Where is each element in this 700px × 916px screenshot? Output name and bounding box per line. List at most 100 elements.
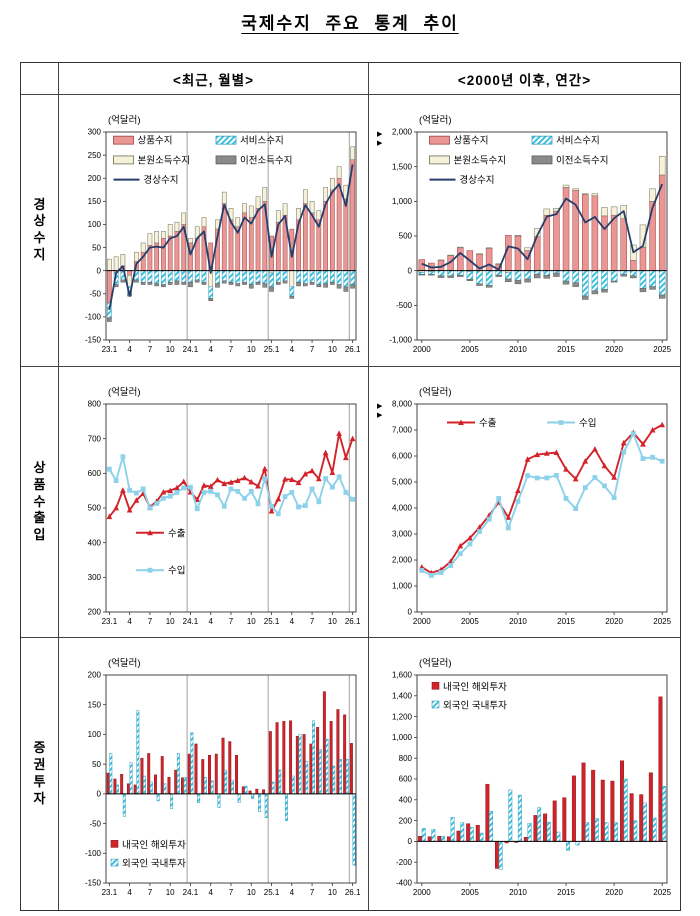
svg-text:7: 7 bbox=[147, 345, 152, 354]
svg-text:-100: -100 bbox=[84, 849, 101, 858]
chart-securities-investment-monthly: -150 -100 -50 0 50 100 150 200 23.1 4 7 10 24.1 4 7 10 2… bbox=[59, 638, 369, 910]
svg-text:2,000: 2,000 bbox=[391, 555, 412, 564]
svg-text:경상수지: 경상수지 bbox=[459, 174, 494, 186]
svg-text:2025: 2025 bbox=[653, 617, 671, 626]
svg-text:▶: ▶ bbox=[377, 403, 383, 410]
svg-text:-150: -150 bbox=[84, 336, 101, 345]
row-label: 증권투자 bbox=[33, 740, 46, 807]
svg-text:2000: 2000 bbox=[412, 345, 430, 354]
chart-goods-trade-annual: 0 1,000 2,000 3,000 4,000 5,000 6,000 7,000 8,00… bbox=[369, 367, 680, 639]
svg-text:0: 0 bbox=[407, 837, 412, 846]
svg-text:2010: 2010 bbox=[509, 888, 527, 897]
chart-current-account-monthly: -150 -100 -50 0 50 100 150 200 250 300 23.1 4 7 10 24.… bbox=[59, 95, 369, 367]
svg-text:10: 10 bbox=[246, 617, 255, 626]
svg-text:1,400: 1,400 bbox=[391, 692, 412, 701]
svg-text:25.1: 25.1 bbox=[263, 888, 279, 897]
svg-text:2000: 2000 bbox=[412, 617, 430, 626]
svg-text:200: 200 bbox=[87, 174, 101, 183]
row-header-goods-trade: 상품수출입 bbox=[21, 366, 59, 639]
chart-svg: 200 300 400 500 600 700 800 23.1 4 7 10 24.1 4 7 10 25.… bbox=[87, 386, 360, 626]
svg-text:수입: 수입 bbox=[168, 564, 185, 576]
svg-text:2015: 2015 bbox=[557, 617, 575, 626]
svg-text:7: 7 bbox=[228, 345, 233, 354]
svg-text:26.1: 26.1 bbox=[344, 888, 360, 897]
svg-text:7: 7 bbox=[309, 617, 314, 626]
svg-text:4: 4 bbox=[289, 888, 294, 897]
svg-text:2010: 2010 bbox=[509, 345, 527, 354]
svg-text:10: 10 bbox=[165, 617, 174, 626]
svg-text:0: 0 bbox=[96, 266, 101, 275]
svg-text:7,000: 7,000 bbox=[391, 425, 412, 434]
svg-text:외국인 국내투자: 외국인 국내투자 bbox=[122, 858, 186, 870]
svg-text:2010: 2010 bbox=[509, 617, 527, 626]
svg-text:2000: 2000 bbox=[412, 888, 430, 897]
svg-text:상품수지: 상품수지 bbox=[453, 136, 488, 147]
svg-text:6,000: 6,000 bbox=[391, 451, 412, 460]
svg-text:4: 4 bbox=[289, 617, 294, 626]
svg-text:200: 200 bbox=[398, 817, 412, 826]
svg-text:400: 400 bbox=[87, 538, 101, 547]
svg-text:(억달러): (억달러) bbox=[419, 657, 452, 669]
svg-text:2020: 2020 bbox=[605, 345, 623, 354]
svg-text:2015: 2015 bbox=[557, 888, 575, 897]
svg-text:4: 4 bbox=[127, 617, 132, 626]
svg-text:1,000: 1,000 bbox=[391, 581, 412, 590]
svg-text:1,500: 1,500 bbox=[391, 162, 412, 171]
svg-text:7: 7 bbox=[309, 888, 314, 897]
svg-text:0: 0 bbox=[96, 790, 101, 799]
svg-text:26.1: 26.1 bbox=[344, 345, 360, 354]
svg-text:수출: 수출 bbox=[479, 418, 497, 429]
svg-text:150: 150 bbox=[87, 701, 101, 710]
svg-text:-1,000: -1,000 bbox=[389, 336, 412, 345]
row-header-securities-investment: 증권투자 bbox=[21, 638, 59, 910]
svg-text:3,000: 3,000 bbox=[391, 529, 412, 538]
svg-text:-500: -500 bbox=[395, 301, 412, 310]
svg-text:4: 4 bbox=[208, 888, 213, 897]
svg-text:4: 4 bbox=[208, 617, 213, 626]
svg-text:10: 10 bbox=[327, 888, 336, 897]
svg-text:500: 500 bbox=[87, 503, 101, 512]
svg-text:600: 600 bbox=[398, 775, 412, 784]
svg-text:2005: 2005 bbox=[460, 617, 478, 626]
svg-text:200: 200 bbox=[87, 671, 101, 680]
table-corner-cell bbox=[21, 63, 59, 95]
svg-text:▶: ▶ bbox=[377, 412, 383, 419]
svg-text:본원소득수지: 본원소득수지 bbox=[453, 155, 505, 166]
svg-text:0: 0 bbox=[407, 266, 412, 275]
svg-text:-200: -200 bbox=[395, 858, 412, 867]
chart-svg: -150 -100 -50 0 50 100 150 200 250 300 23.1 4 7 10 24.… bbox=[84, 114, 360, 354]
svg-text:1,200: 1,200 bbox=[391, 713, 412, 722]
svg-text:-50: -50 bbox=[89, 289, 101, 298]
svg-text:본원소득수지: 본원소득수지 bbox=[137, 155, 189, 166]
column-header-annual: <2000년 이후, 연간> bbox=[369, 63, 680, 95]
row-label: 상품수출입 bbox=[33, 459, 46, 543]
svg-text:▶: ▶ bbox=[377, 131, 383, 138]
svg-text:7: 7 bbox=[147, 617, 152, 626]
svg-text:8,000: 8,000 bbox=[391, 399, 412, 408]
svg-text:50: 50 bbox=[92, 243, 101, 252]
svg-text:2,000: 2,000 bbox=[391, 128, 412, 137]
svg-text:0: 0 bbox=[407, 607, 412, 616]
svg-text:10: 10 bbox=[327, 345, 336, 354]
svg-text:150: 150 bbox=[87, 197, 101, 206]
svg-text:24.1: 24.1 bbox=[182, 345, 198, 354]
svg-text:100: 100 bbox=[87, 730, 101, 739]
svg-text:4: 4 bbox=[127, 345, 132, 354]
svg-text:25.1: 25.1 bbox=[263, 345, 279, 354]
row-label: 경상수지 bbox=[33, 196, 46, 263]
column-header-monthly: <최근, 월별> bbox=[59, 63, 369, 95]
svg-text:1,600: 1,600 bbox=[391, 671, 412, 680]
svg-text:250: 250 bbox=[87, 151, 101, 160]
svg-text:700: 700 bbox=[87, 434, 101, 443]
svg-text:내국인 해외투자: 내국인 해외투자 bbox=[122, 839, 186, 851]
svg-text:200: 200 bbox=[87, 607, 101, 616]
svg-text:서비스수지: 서비스수지 bbox=[556, 136, 600, 147]
svg-text:-100: -100 bbox=[84, 313, 101, 322]
svg-text:-50: -50 bbox=[89, 820, 101, 829]
svg-text:600: 600 bbox=[87, 469, 101, 478]
svg-text:300: 300 bbox=[87, 128, 101, 137]
svg-text:4,000: 4,000 bbox=[391, 503, 412, 512]
svg-text:5,000: 5,000 bbox=[391, 477, 412, 486]
svg-text:7: 7 bbox=[228, 888, 233, 897]
